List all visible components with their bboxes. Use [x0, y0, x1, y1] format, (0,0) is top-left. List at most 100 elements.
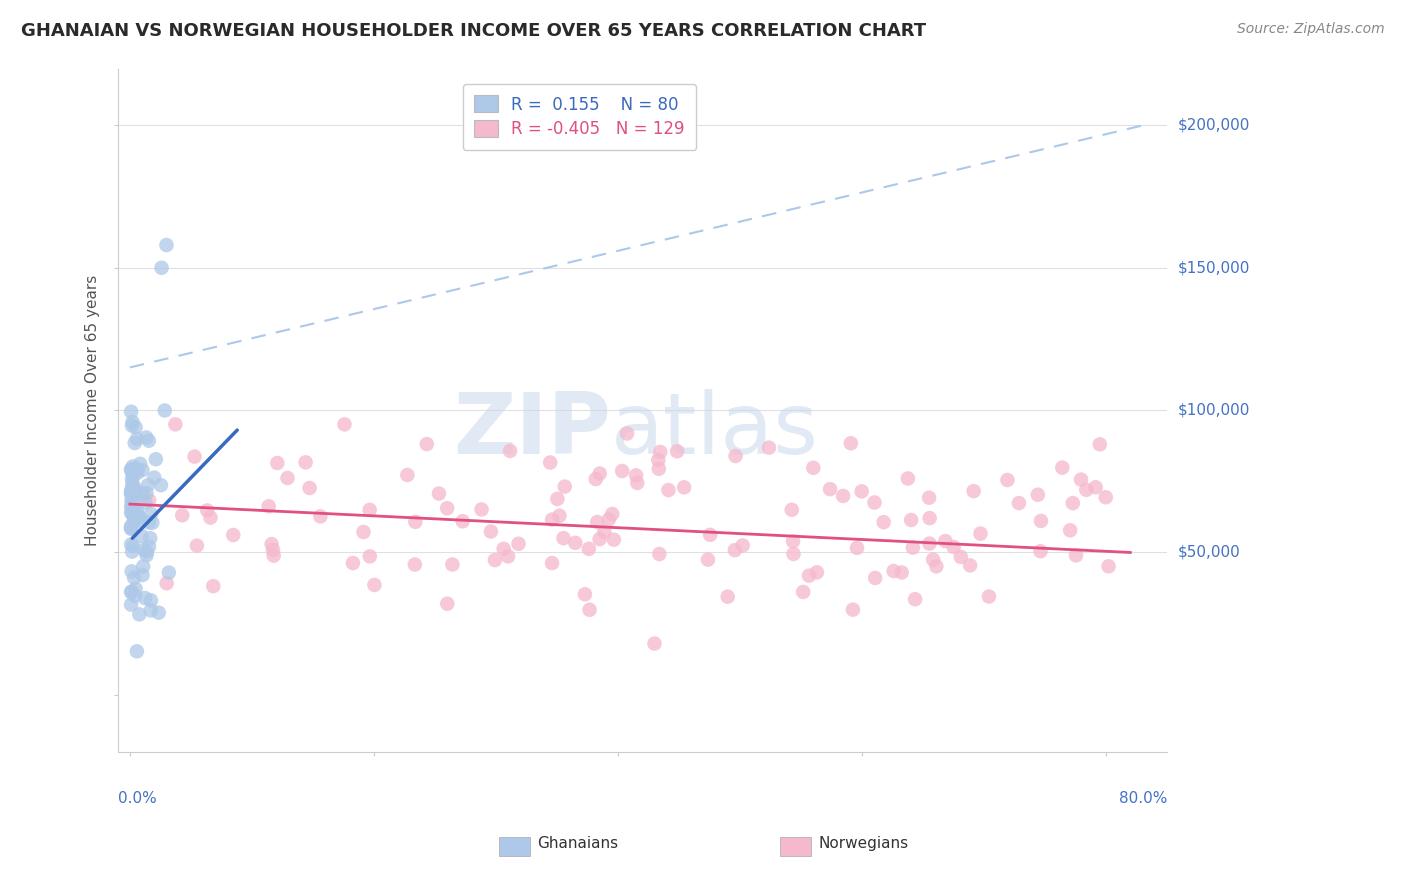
Point: [564, 536, 586, 550]
Point: [262, 543, 284, 558]
Point: [724, 449, 747, 463]
Point: [484, 553, 506, 567]
Point: [436, 501, 458, 516]
Point: [904, 592, 927, 607]
Text: Ghanaians: Ghanaians: [537, 837, 619, 851]
Point: [1059, 524, 1081, 538]
Point: [122, 486, 145, 500]
Point: [122, 505, 145, 519]
Point: [578, 541, 600, 556]
Point: [141, 516, 163, 530]
Point: [404, 558, 426, 572]
Point: [128, 510, 150, 524]
Point: [359, 503, 381, 517]
Text: 80.0%: 80.0%: [1119, 790, 1167, 805]
Point: [1052, 460, 1074, 475]
Point: [298, 481, 321, 495]
Point: [839, 436, 862, 450]
Point: [1097, 559, 1119, 574]
Point: [128, 509, 150, 524]
Point: [427, 486, 450, 500]
Point: [121, 508, 143, 522]
Point: [724, 543, 747, 558]
Point: [1070, 473, 1092, 487]
Point: [1088, 437, 1111, 451]
Point: [585, 472, 607, 486]
Point: [125, 432, 148, 446]
Point: [138, 516, 160, 530]
Point: [626, 475, 648, 490]
Text: $50,000: $50,000: [1178, 545, 1240, 560]
Point: [121, 496, 143, 510]
Point: [157, 566, 180, 580]
Point: [145, 452, 167, 467]
Point: [792, 585, 814, 599]
Point: [127, 466, 149, 480]
Point: [647, 453, 669, 467]
Point: [124, 436, 146, 450]
Point: [186, 539, 208, 553]
Point: [200, 510, 222, 524]
Point: [499, 443, 522, 458]
Point: [131, 463, 153, 477]
Text: ZIP: ZIP: [453, 389, 610, 472]
Point: [124, 589, 146, 603]
Point: [309, 509, 332, 524]
Point: [538, 456, 561, 470]
Point: [648, 547, 671, 561]
Point: [128, 607, 150, 622]
Point: [697, 552, 720, 566]
Point: [1029, 544, 1052, 558]
Point: [124, 505, 146, 519]
Point: [150, 478, 173, 492]
Point: [883, 564, 905, 578]
Point: [183, 450, 205, 464]
Point: [263, 549, 285, 563]
Point: [600, 507, 623, 521]
Point: [121, 459, 143, 474]
Point: [616, 426, 638, 441]
Point: [353, 524, 375, 539]
Point: [782, 547, 804, 561]
Point: [155, 238, 177, 252]
Point: [121, 585, 143, 599]
Point: [134, 495, 156, 509]
Point: [1008, 496, 1031, 510]
Point: [121, 503, 143, 517]
Text: Norwegians: Norwegians: [818, 837, 908, 851]
Point: [934, 534, 956, 549]
Text: atlas: atlas: [610, 389, 818, 472]
Point: [122, 539, 145, 553]
Point: [949, 549, 972, 564]
Point: [139, 593, 162, 607]
Point: [1026, 488, 1049, 502]
Point: [441, 558, 464, 572]
Point: [589, 467, 612, 481]
Point: [122, 571, 145, 585]
Text: 0.0%: 0.0%: [118, 790, 156, 805]
Point: [165, 417, 187, 432]
Point: [131, 568, 153, 582]
Point: [657, 483, 679, 497]
Point: [120, 483, 142, 498]
Point: [120, 487, 142, 501]
Point: [156, 576, 179, 591]
Point: [124, 483, 146, 498]
Point: [1029, 514, 1052, 528]
Point: [918, 511, 941, 525]
Point: [132, 559, 155, 574]
Point: [120, 485, 142, 500]
Point: [136, 478, 159, 492]
Point: [451, 514, 474, 528]
Point: [863, 495, 886, 509]
Point: [890, 566, 912, 580]
Text: $150,000: $150,000: [1178, 260, 1250, 276]
Text: GHANAIAN VS NORWEGIAN HOUSEHOLDER INCOME OVER 65 YEARS CORRELATION CHART: GHANAIAN VS NORWEGIAN HOUSEHOLDER INCOME…: [21, 22, 927, 40]
Point: [546, 491, 568, 506]
Point: [553, 531, 575, 545]
Point: [138, 540, 160, 554]
Point: [479, 524, 502, 539]
Point: [731, 538, 754, 552]
Point: [918, 491, 941, 505]
Point: [131, 529, 153, 543]
